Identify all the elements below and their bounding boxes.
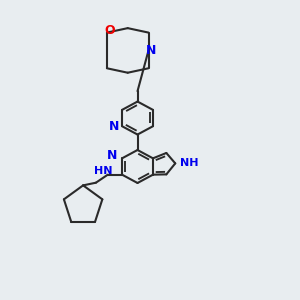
Text: HN: HN <box>94 166 112 176</box>
Text: N: N <box>109 120 119 133</box>
Text: O: O <box>105 24 115 37</box>
Text: N: N <box>146 44 157 57</box>
Text: N: N <box>107 149 118 162</box>
Text: NH: NH <box>180 158 198 168</box>
